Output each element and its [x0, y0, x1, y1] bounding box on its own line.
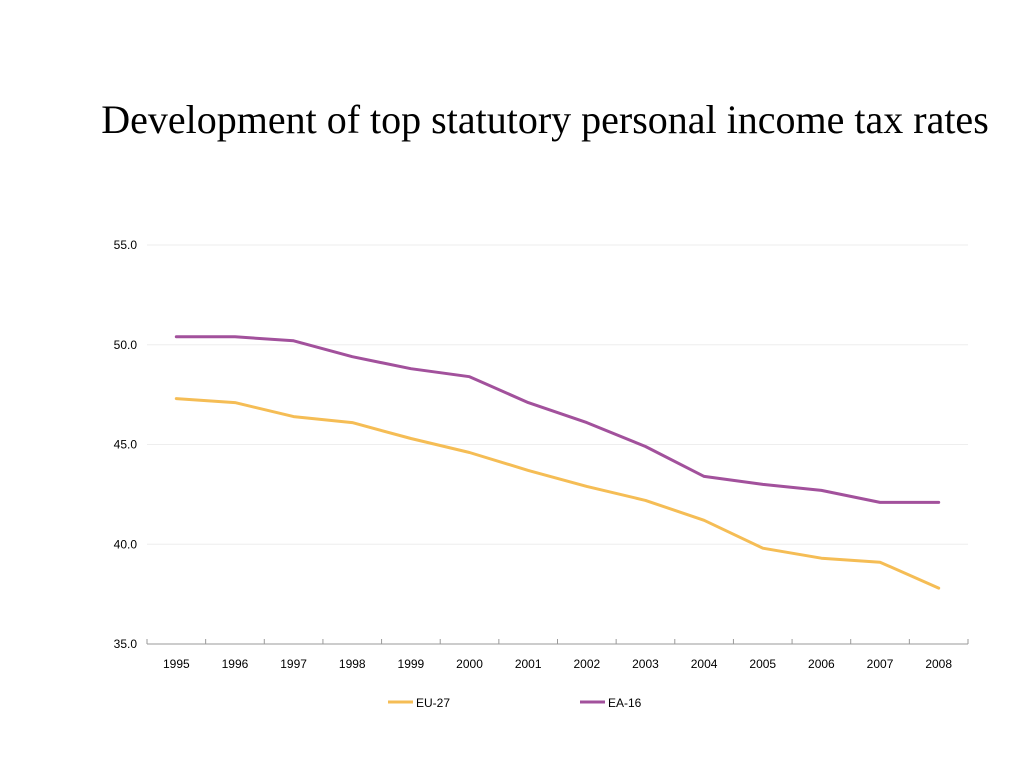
- y-tick-label: 50.0: [114, 338, 138, 352]
- series-lines: [174, 335, 941, 590]
- legend-label: EA-16: [608, 696, 642, 710]
- x-tick-label: 1996: [222, 657, 249, 671]
- y-tick-label: 40.0: [114, 537, 138, 551]
- series-line-eu-27: [174, 397, 941, 590]
- x-tick-label: 2000: [456, 657, 483, 671]
- x-tick-label: 2001: [515, 657, 542, 671]
- x-tick-label: 2003: [632, 657, 659, 671]
- x-tick-label: 2006: [808, 657, 835, 671]
- x-tick-label: 2008: [925, 657, 952, 671]
- x-axis-ticks: [146, 639, 969, 644]
- x-tick-label: 1998: [339, 657, 366, 671]
- gridlines: [147, 244, 968, 545]
- x-axis-tick-labels: 1995 1996 1997 1998 1999 2000 2001 2002 2003 2004…: [163, 657, 952, 671]
- y-tick-label: 55.0: [114, 238, 138, 252]
- x-tick-label: 2004: [691, 657, 718, 671]
- y-axis-tick-labels: 35.0 40.0 45.0 50.0 55.0: [114, 238, 138, 651]
- x-tick-label: 1997: [280, 657, 307, 671]
- legend: EU-27 EA-16: [388, 696, 642, 710]
- series-line-ea-16: [174, 335, 941, 504]
- x-tick-label: 2005: [749, 657, 776, 671]
- y-tick-label: 35.0: [114, 637, 138, 651]
- x-tick-label: 2007: [867, 657, 894, 671]
- x-tick-label: 1999: [398, 657, 425, 671]
- chart-title: Development of top statutory personal in…: [101, 97, 989, 142]
- x-tick-label: 1995: [163, 657, 190, 671]
- legend-label: EU-27: [416, 696, 450, 710]
- x-tick-label: 2002: [573, 657, 600, 671]
- y-tick-label: 45.0: [114, 438, 138, 452]
